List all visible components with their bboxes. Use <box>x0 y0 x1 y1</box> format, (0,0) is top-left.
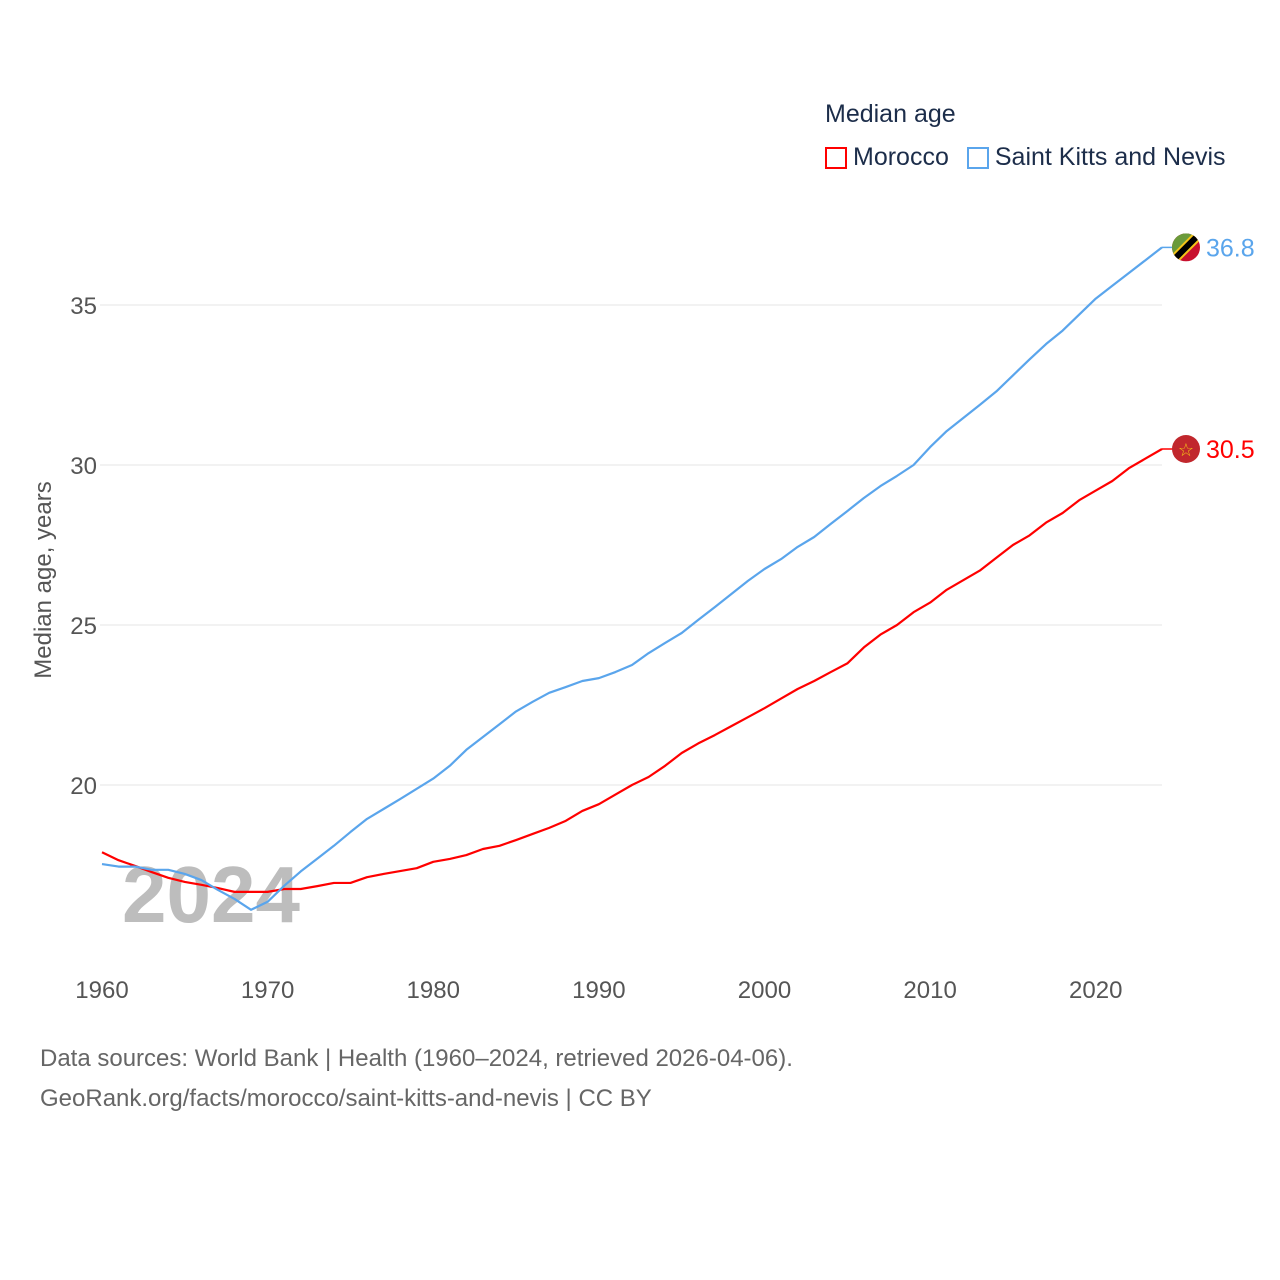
data-source-text: Data sources: World Bank | Health (1960–… <box>40 1045 793 1072</box>
legend-item-morocco[interactable]: Morocco <box>825 143 949 172</box>
legend-label: Morocco <box>853 143 949 171</box>
series-line-saint-kitts-and-nevis <box>101 246 1163 911</box>
legend: Morocco Saint Kitts and Nevis <box>825 143 1226 172</box>
x-tick-label: 1960 <box>75 977 128 1004</box>
source-link[interactable]: GeoRank.org/facts/morocco/saint-kitts-an… <box>40 1085 652 1112</box>
y-tick-label: 25 <box>70 613 97 640</box>
y-axis-label: Median age, years <box>30 481 57 678</box>
legend-item-saint-kitts-and-nevis[interactable]: Saint Kitts and Nevis <box>966 143 1226 172</box>
saint-kitts-and-nevis-flag-icon <box>1172 233 1200 262</box>
y-tick-label: 35 <box>70 293 97 320</box>
flag-black <box>1172 233 1200 262</box>
legend-swatch <box>966 146 989 169</box>
x-tick-label: 1970 <box>241 977 294 1004</box>
end-value-label: 36.8 <box>1206 234 1255 262</box>
legend-swatch <box>825 146 847 169</box>
legend-title: Median age <box>825 100 956 128</box>
x-tick-label: 1980 <box>407 977 460 1004</box>
y-tick-label: 30 <box>70 453 97 480</box>
series-line-morocco <box>101 448 1163 893</box>
x-tick-label: 2000 <box>738 977 791 1004</box>
morocco-flag-icon <box>1172 435 1200 463</box>
y-tick-label: 20 <box>70 773 97 800</box>
year-watermark: 2024 <box>122 850 300 939</box>
star-icon: ☆ <box>1178 440 1194 460</box>
end-value-label: 30.5 <box>1206 436 1255 464</box>
legend-label: Saint Kitts and Nevis <box>994 143 1226 171</box>
x-tick-label: 2010 <box>903 977 956 1004</box>
x-tick-label: 1990 <box>572 977 625 1004</box>
x-tick-label: 2020 <box>1069 977 1122 1004</box>
